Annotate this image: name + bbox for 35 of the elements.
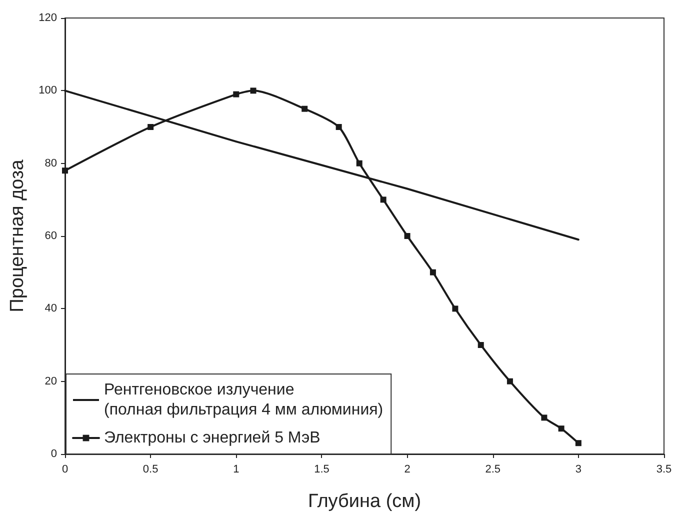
point (430, 269, 436, 276)
point (478, 342, 484, 348)
point (452, 306, 458, 312)
point (302, 106, 308, 112)
point (506, 378, 513, 384)
y-tick-label: 0 (50, 448, 57, 460)
point (62, 168, 68, 174)
point (380, 196, 386, 203)
point (233, 91, 240, 98)
point (356, 160, 362, 166)
x-tick-label: 2 (404, 464, 410, 476)
y-tick-label: 80 (44, 157, 57, 170)
x-tick-label: 1 (233, 464, 240, 476)
point (336, 124, 342, 130)
x-tick-label: 0.5 (142, 464, 158, 476)
y-tick-label: 40 (44, 302, 57, 315)
point (404, 233, 410, 239)
x-tick-label: 3 (575, 464, 582, 476)
legend-label: Электроны с энергией 5 МэВ (104, 430, 320, 446)
point (575, 440, 582, 446)
y-tick-label: 100 (38, 84, 57, 97)
y-axis-title: Процентная доза (7, 159, 28, 312)
point (558, 426, 564, 432)
y-tick-label: 120 (38, 12, 57, 24)
x-tick-label: 0 (62, 464, 68, 476)
legend-label: Рентгеновское излучение (полная фильтрация 4 мм алюминия) (104, 382, 384, 418)
x-tick-label: 3.5 (656, 464, 672, 476)
point (541, 414, 548, 421)
y-tick-label: 60 (44, 230, 57, 242)
x-tick-label: 2.5 (485, 464, 501, 476)
point (250, 88, 256, 94)
x-axis-title: Глубина (см) (308, 491, 422, 512)
point (148, 124, 154, 130)
y-tick-label: 20 (44, 375, 57, 388)
x-tick-label: 1.5 (314, 464, 330, 476)
